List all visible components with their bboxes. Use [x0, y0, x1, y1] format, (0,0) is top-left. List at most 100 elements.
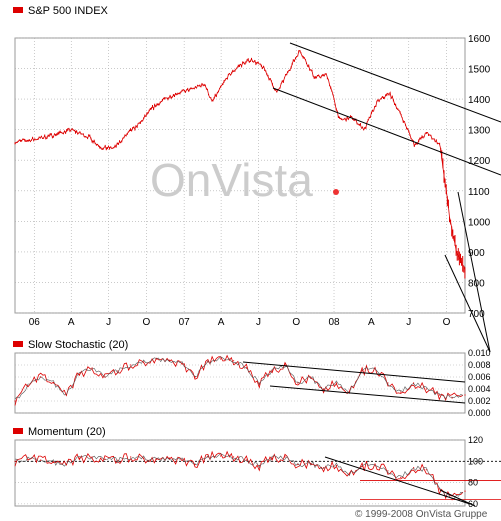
momentum-trend-line-b	[439, 489, 476, 507]
momentum-y-tick-2: 100	[468, 456, 483, 466]
momentum-point-31	[413, 467, 415, 469]
stochastic-point-32	[425, 388, 427, 390]
price-chart-title: S&P 500 INDEX	[28, 5, 109, 17]
momentum-point-14	[194, 463, 196, 466]
momentum-point-33	[438, 488, 440, 490]
momentum-y-tick-0: 60	[468, 499, 478, 509]
momentum-plot-frame	[14, 439, 466, 507]
momentum-point-22	[297, 463, 299, 466]
price-y-tick-7: 1400	[468, 95, 491, 106]
stochastic-point-15	[207, 361, 209, 363]
momentum-point-20	[271, 457, 273, 459]
stochastic-point-29	[387, 382, 389, 384]
stochastic-point-18	[245, 367, 247, 369]
stochastic-line	[14, 354, 464, 406]
stochastic-y-tick-2: 0.004	[468, 384, 491, 394]
momentum-point-16	[220, 455, 222, 457]
momentum-point-25	[335, 464, 337, 467]
momentum-point-5	[78, 457, 80, 459]
watermark-dot	[333, 189, 339, 195]
stochastic-lower-line	[269, 385, 466, 404]
momentum-point-21	[284, 456, 286, 458]
momentum-point-0	[14, 460, 16, 462]
stochastic-point-24	[323, 388, 325, 390]
momentum-point-23	[310, 462, 312, 464]
price-x-tick-10: J	[406, 317, 411, 328]
stochastic-point-3	[53, 382, 55, 384]
watermark-text: OnVista	[150, 154, 313, 206]
stochastic-signal-line	[14, 356, 464, 400]
momentum-point-19	[258, 464, 260, 467]
stochastic-point-6	[91, 367, 93, 369]
stochastic-point-16	[220, 358, 222, 360]
price-grid	[15, 37, 465, 314]
price-x-tick-4: 07	[179, 317, 191, 328]
stochastic-y-tick-3: 0.006	[468, 372, 491, 382]
stochastic-chart-title: Slow Stochastic (20)	[28, 339, 128, 351]
momentum-point-2	[40, 459, 42, 461]
momentum-point-28	[374, 463, 376, 466]
stochastic-point-0	[14, 400, 16, 402]
stochastic-point-13	[181, 363, 183, 365]
price-y-tick-2: 900	[468, 248, 485, 259]
stochastic-point-8	[117, 370, 119, 372]
momentum-point-12	[168, 457, 170, 459]
momentum-point-10	[143, 457, 145, 459]
momentum-series	[14, 450, 466, 501]
stochastic-upper-line	[242, 361, 466, 383]
momentum-point-15	[207, 456, 209, 458]
stochastic-point-28	[374, 367, 376, 369]
stochastic-point-35	[464, 394, 466, 396]
momentum-point-35	[464, 490, 466, 492]
stochastic-point-2	[40, 376, 42, 378]
channel-lower-line	[272, 87, 501, 176]
price-x-tick-3: O	[142, 317, 150, 328]
momentum-point-29	[387, 470, 389, 472]
stochastic-point-30	[400, 391, 402, 393]
copyright-text: © 1999-2008 OnVista Gruppe	[355, 509, 488, 520]
momentum-point-30	[400, 476, 402, 478]
stochastic-point-19	[258, 382, 260, 384]
crash-trend-line-a	[444, 254, 491, 353]
momentum-legend-swatch	[13, 428, 23, 434]
stochastic-y-tick-0: 0.000	[468, 408, 491, 418]
price-series	[14, 49, 466, 279]
stochastic-y-tick-4: 0.008	[468, 360, 491, 370]
momentum-trend-line-a	[324, 456, 471, 505]
momentum-point-17	[233, 456, 235, 458]
crash-trend-line-b	[457, 191, 491, 353]
stochastic-panel: Slow Stochastic (20) 0.0000.0020.0040.00…	[13, 339, 491, 418]
price-y-tick-6: 1300	[468, 126, 491, 137]
stochastic-grid	[15, 352, 465, 414]
momentum-point-11	[155, 458, 157, 460]
price-legend-swatch	[13, 7, 23, 13]
stochastic-point-22	[297, 382, 299, 384]
price-y-tick-0: 700	[468, 309, 485, 320]
momentum-trend-lines	[324, 456, 476, 507]
stochastic-point-34	[451, 397, 453, 399]
momentum-y-tick-3: 120	[468, 435, 483, 445]
momentum-point-27	[361, 466, 363, 468]
momentum-point-34	[451, 499, 453, 501]
channel-upper-line	[289, 42, 501, 123]
momentum-y-tick-1: 80	[468, 478, 478, 488]
stochastic-point-26	[348, 391, 350, 393]
price-y-tick-5: 1200	[468, 156, 491, 167]
stochastic-point-7	[104, 376, 106, 378]
stochastic-point-23	[310, 376, 312, 378]
momentum-line	[14, 450, 464, 500]
momentum-chart-title: Momentum (20)	[28, 426, 106, 438]
stochastic-series	[14, 354, 466, 406]
stochastic-point-12	[168, 359, 170, 361]
momentum-point-4	[65, 463, 67, 466]
price-x-tick-7: O	[292, 317, 300, 328]
momentum-grid	[15, 439, 465, 505]
momentum-y-ticks: 60 80 100 120	[468, 435, 483, 509]
momentum-signal-line	[14, 453, 463, 500]
momentum-point-1	[27, 458, 29, 460]
price-x-tick-5: A	[218, 317, 225, 328]
stochastic-channel-lines	[242, 361, 466, 404]
momentum-point-32	[425, 469, 427, 471]
